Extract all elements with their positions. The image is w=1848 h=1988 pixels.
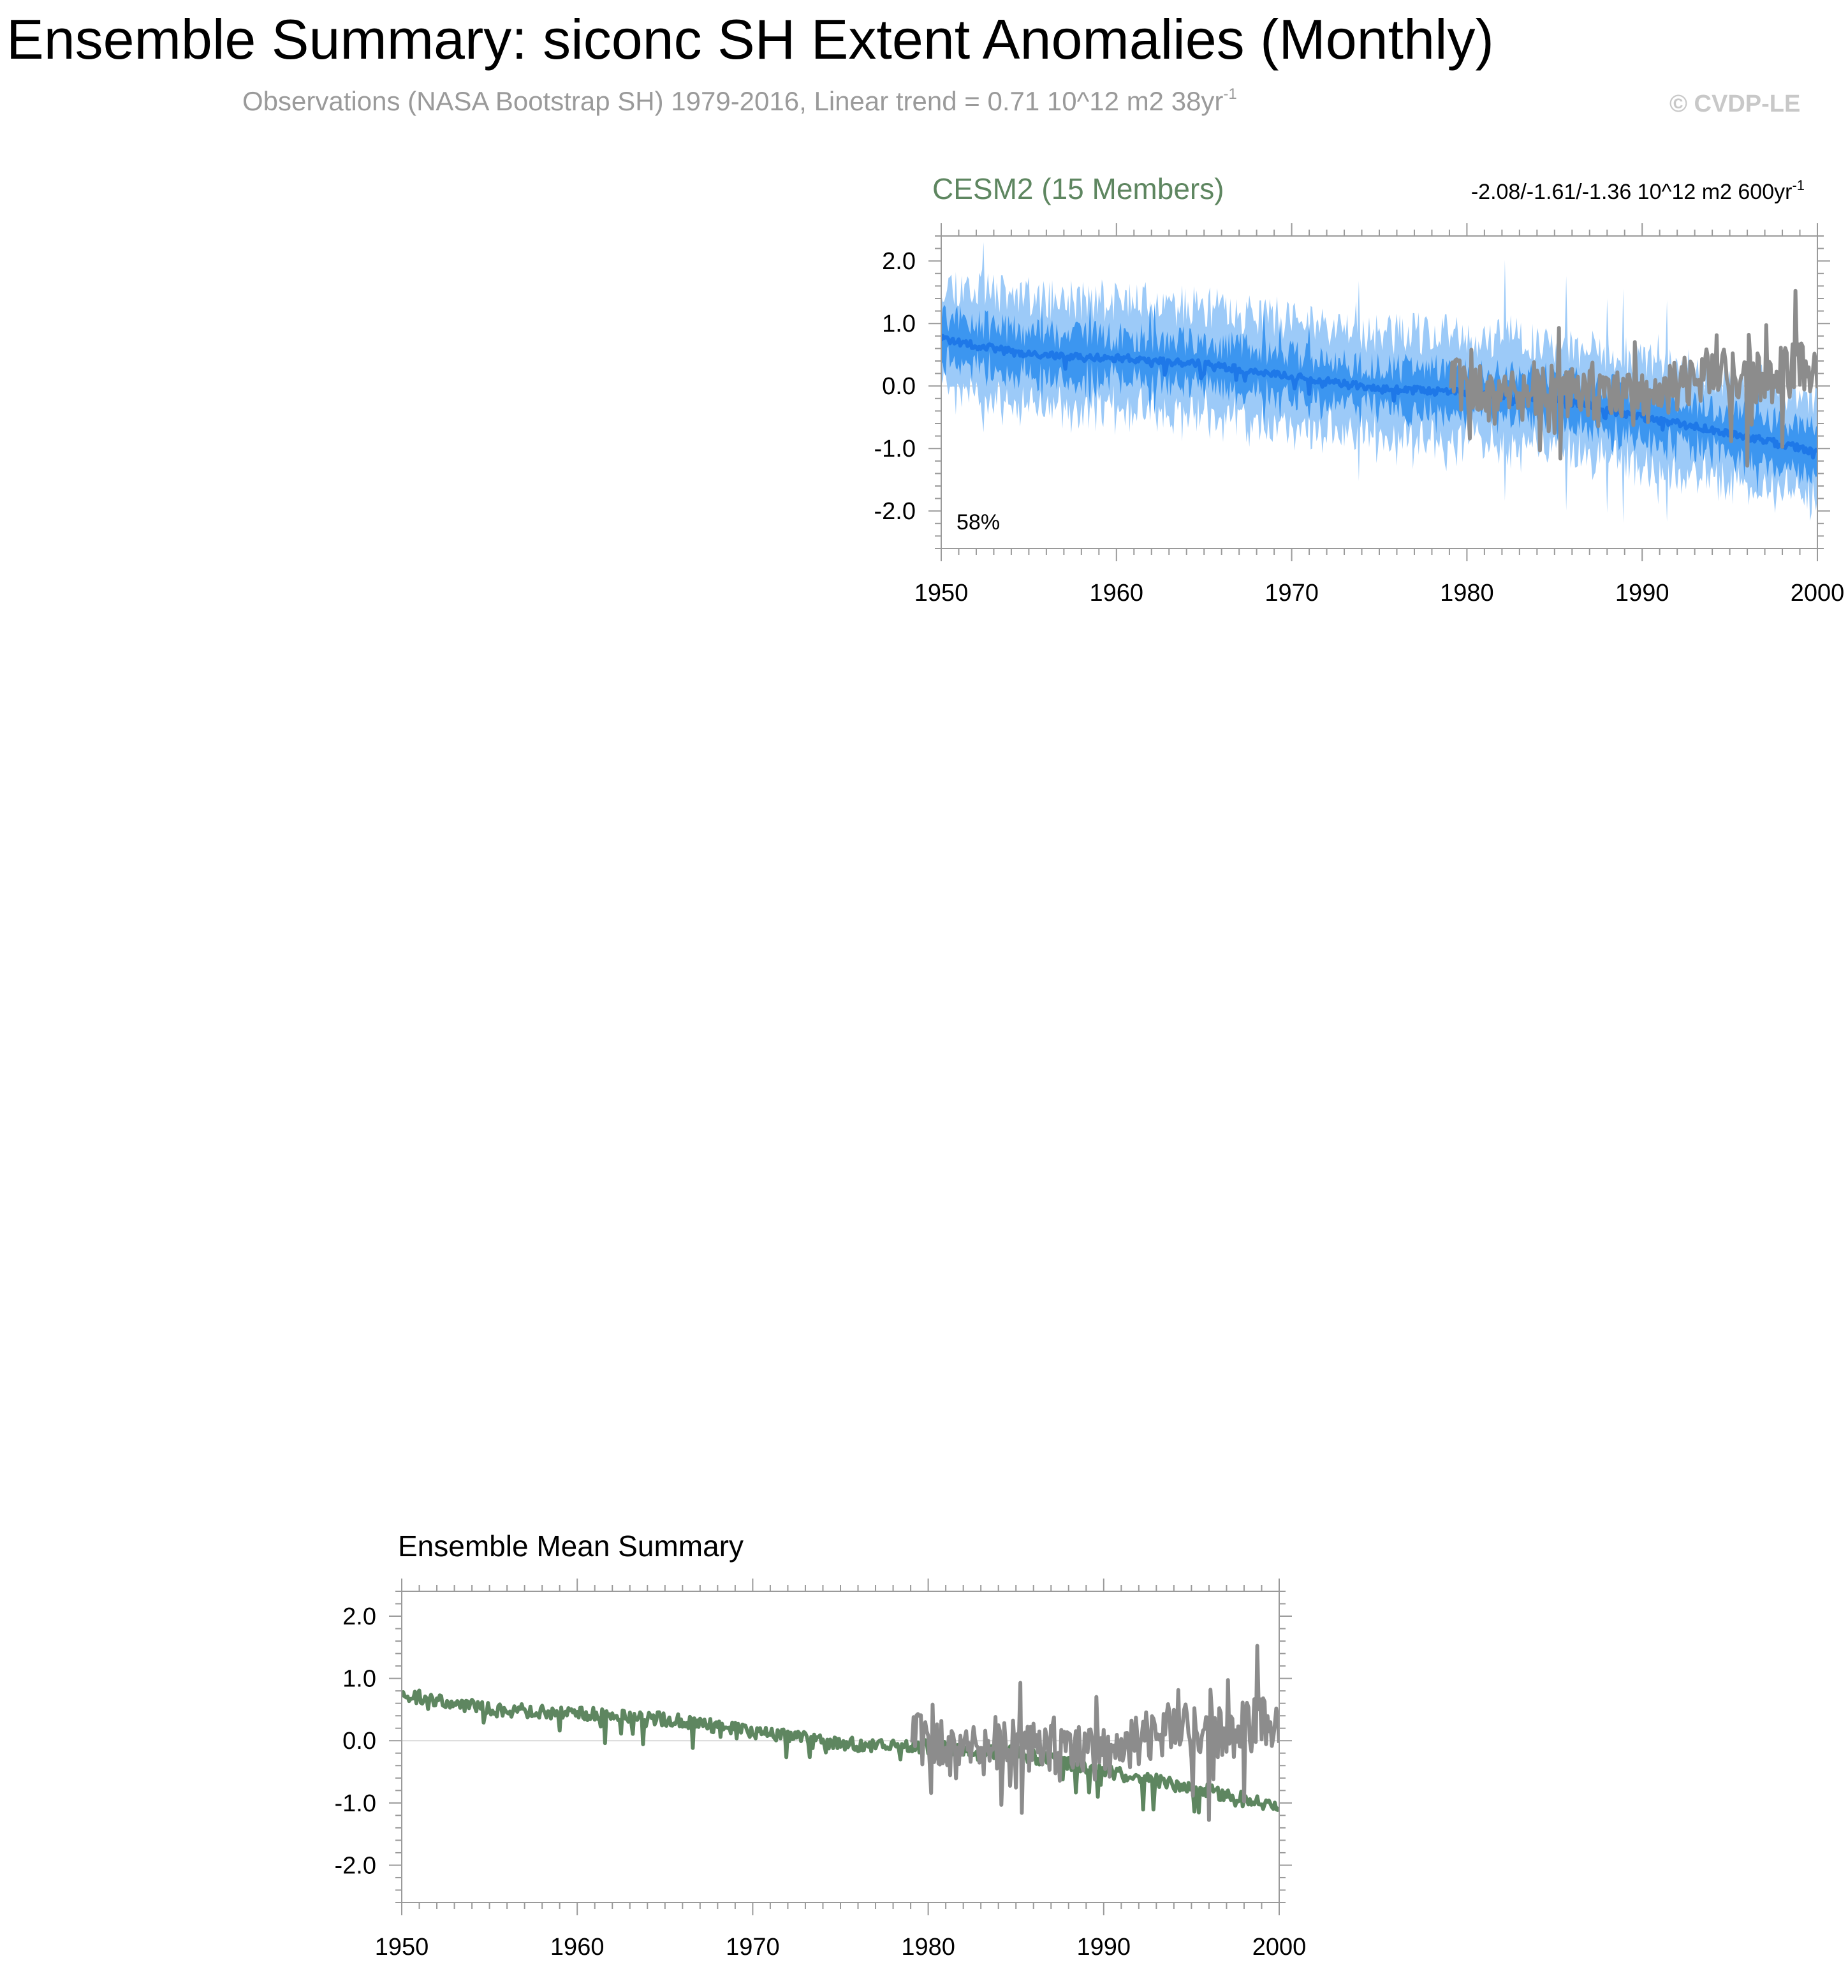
panel-title: CESM2 (15 Members)	[932, 172, 1224, 205]
trend-label: -2.08/-1.61/-1.36 10^12 m2 600yr-1	[1471, 177, 1805, 204]
y-tick-label: -1.0	[874, 436, 916, 462]
x-tick-label: 1970	[726, 1934, 780, 1961]
panel-title: Ensemble Mean Summary	[398, 1529, 744, 1563]
x-tick-label: 1990	[1077, 1934, 1131, 1961]
page-title: Ensemble Summary: siconc SH Extent Anoma…	[6, 8, 1494, 71]
panel-ensemble-mean-summary: Ensemble Mean Summary 1950 1960 1970 1980 199…	[335, 1529, 1307, 1961]
x-tick-label: 2000	[1791, 580, 1845, 607]
x-tick-label: 1950	[914, 580, 969, 607]
y-tick-label: -1.0	[335, 1790, 376, 1817]
x-tick-label: 1970	[1265, 580, 1319, 607]
subtitle-text: Observations (NASA Bootstrap SH) 1979-20…	[242, 86, 1224, 116]
y-tick-label: 1.0	[882, 311, 916, 337]
y-tick-label: 2.0	[882, 248, 916, 275]
ensemble-mean-line	[402, 1688, 1279, 1815]
y-tick-label: -2.0	[335, 1852, 376, 1879]
panel-cesm2: CESM2 (15 Members) -2.08/-1.61/-1.36 10^1…	[874, 172, 1845, 607]
y-tick-label: 2.0	[342, 1603, 376, 1630]
x-tick-label: 1990	[1615, 580, 1669, 607]
x-tick-label: 2000	[1252, 1934, 1307, 1961]
ensemble-spread-inner	[941, 300, 1817, 494]
ensemble-mean-line	[941, 334, 1817, 460]
x-tick-label: 1980	[901, 1934, 955, 1961]
x-tick-label: 1960	[1090, 580, 1144, 607]
observations-line	[1449, 288, 1817, 468]
x-tick-label: 1980	[1440, 580, 1494, 607]
y-tick-label: -2.0	[874, 498, 916, 525]
page-subtitle: Observations (NASA Bootstrap SH) 1979-20…	[242, 87, 1237, 115]
x-tick-label: 1950	[375, 1934, 429, 1961]
x-tick-label: 1960	[550, 1934, 605, 1961]
percent-annotation: 58%	[957, 510, 1000, 534]
copyright-label: © CVDP-LE	[1669, 91, 1801, 117]
y-tick-label: 0.0	[342, 1728, 376, 1755]
subtitle-superscript: -1	[1223, 85, 1237, 103]
observations-line	[910, 1644, 1279, 1822]
y-tick-label: 1.0	[342, 1666, 376, 1693]
y-tick-label: 0.0	[882, 373, 916, 400]
